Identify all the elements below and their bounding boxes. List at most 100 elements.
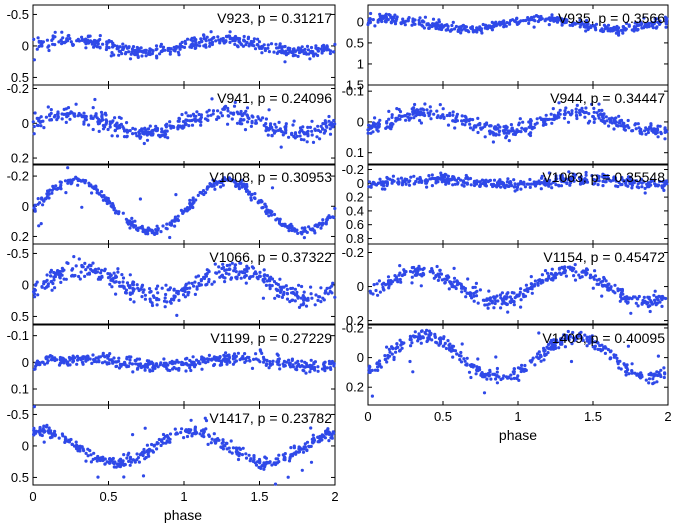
data-point — [155, 231, 159, 235]
data-point — [35, 116, 39, 120]
data-point — [412, 22, 416, 26]
data-point — [283, 45, 287, 49]
data-point — [95, 270, 99, 274]
data-point — [203, 416, 207, 420]
data-point — [453, 126, 457, 130]
data-point — [580, 270, 584, 274]
data-point — [125, 134, 129, 138]
data-point — [143, 293, 147, 297]
data-point — [226, 178, 230, 182]
data-point — [562, 271, 567, 275]
data-point — [229, 111, 233, 115]
data-point — [664, 20, 669, 25]
data-point — [176, 360, 181, 364]
data-point — [425, 339, 429, 344]
data-point — [367, 370, 371, 374]
data-point — [497, 133, 501, 137]
data-point — [282, 359, 286, 363]
data-point — [439, 116, 443, 120]
data-point — [630, 370, 634, 374]
data-point — [276, 357, 280, 362]
data-point — [506, 291, 510, 295]
data-point — [121, 45, 125, 49]
data-point — [140, 224, 144, 228]
data-point — [544, 117, 548, 121]
data-point — [484, 122, 489, 126]
data-point — [366, 128, 370, 132]
data-point — [378, 177, 382, 181]
data-point — [321, 127, 325, 131]
data-point — [503, 128, 507, 132]
data-point — [517, 20, 521, 24]
data-point — [52, 275, 56, 279]
data-point — [168, 432, 173, 436]
data-point — [418, 16, 422, 20]
data-point — [409, 336, 413, 340]
data-point — [148, 299, 153, 304]
data-point — [321, 218, 325, 222]
data-point — [49, 108, 53, 112]
data-point — [88, 449, 92, 453]
data-point — [553, 16, 557, 20]
data-point — [489, 124, 493, 128]
data-point — [483, 135, 487, 139]
data-point — [70, 442, 74, 446]
data-point — [147, 49, 152, 53]
data-point — [300, 468, 304, 472]
data-point — [309, 444, 313, 448]
data-point — [299, 296, 303, 300]
data-point — [564, 274, 569, 278]
data-point — [168, 52, 172, 56]
data-point — [152, 444, 156, 448]
data-point — [212, 35, 216, 40]
data-point — [494, 24, 498, 28]
data-point — [106, 361, 110, 365]
data-point — [539, 187, 543, 191]
data-point — [396, 177, 400, 181]
data-point — [242, 111, 246, 115]
data-point — [455, 279, 459, 283]
data-point — [151, 49, 155, 53]
data-point — [242, 34, 246, 39]
data-point — [441, 25, 445, 29]
data-point — [263, 48, 267, 53]
data-point — [274, 457, 278, 461]
data-point — [493, 301, 497, 306]
data-point — [236, 36, 240, 41]
data-point — [490, 26, 494, 30]
data-point — [491, 140, 495, 144]
data-point — [205, 357, 209, 361]
data-point — [144, 362, 148, 366]
data-point — [470, 296, 474, 300]
data-point — [513, 189, 517, 193]
data-point — [205, 35, 209, 39]
x-tick-label: 0 — [29, 489, 36, 504]
x-tick-label: 2 — [331, 489, 338, 504]
x-tick-label: 2 — [664, 409, 671, 424]
data-point — [428, 105, 432, 109]
data-point — [591, 286, 595, 290]
data-point — [262, 268, 266, 272]
data-point — [131, 289, 135, 293]
data-point — [210, 40, 215, 44]
data-point — [206, 442, 210, 446]
data-point — [400, 273, 404, 278]
data-point — [56, 115, 60, 119]
data-point — [84, 451, 88, 455]
data-point — [96, 39, 101, 43]
data-point — [325, 286, 329, 290]
data-point — [42, 430, 46, 434]
data-point — [539, 117, 544, 122]
data-point — [642, 16, 646, 20]
data-point — [290, 132, 294, 136]
data-point — [273, 482, 278, 486]
data-point — [324, 222, 328, 226]
data-point — [270, 463, 274, 467]
data-point — [157, 298, 161, 302]
data-point — [372, 283, 376, 287]
data-point — [638, 131, 642, 135]
data-point — [174, 46, 178, 51]
data-point — [197, 281, 201, 286]
data-point — [192, 118, 196, 122]
